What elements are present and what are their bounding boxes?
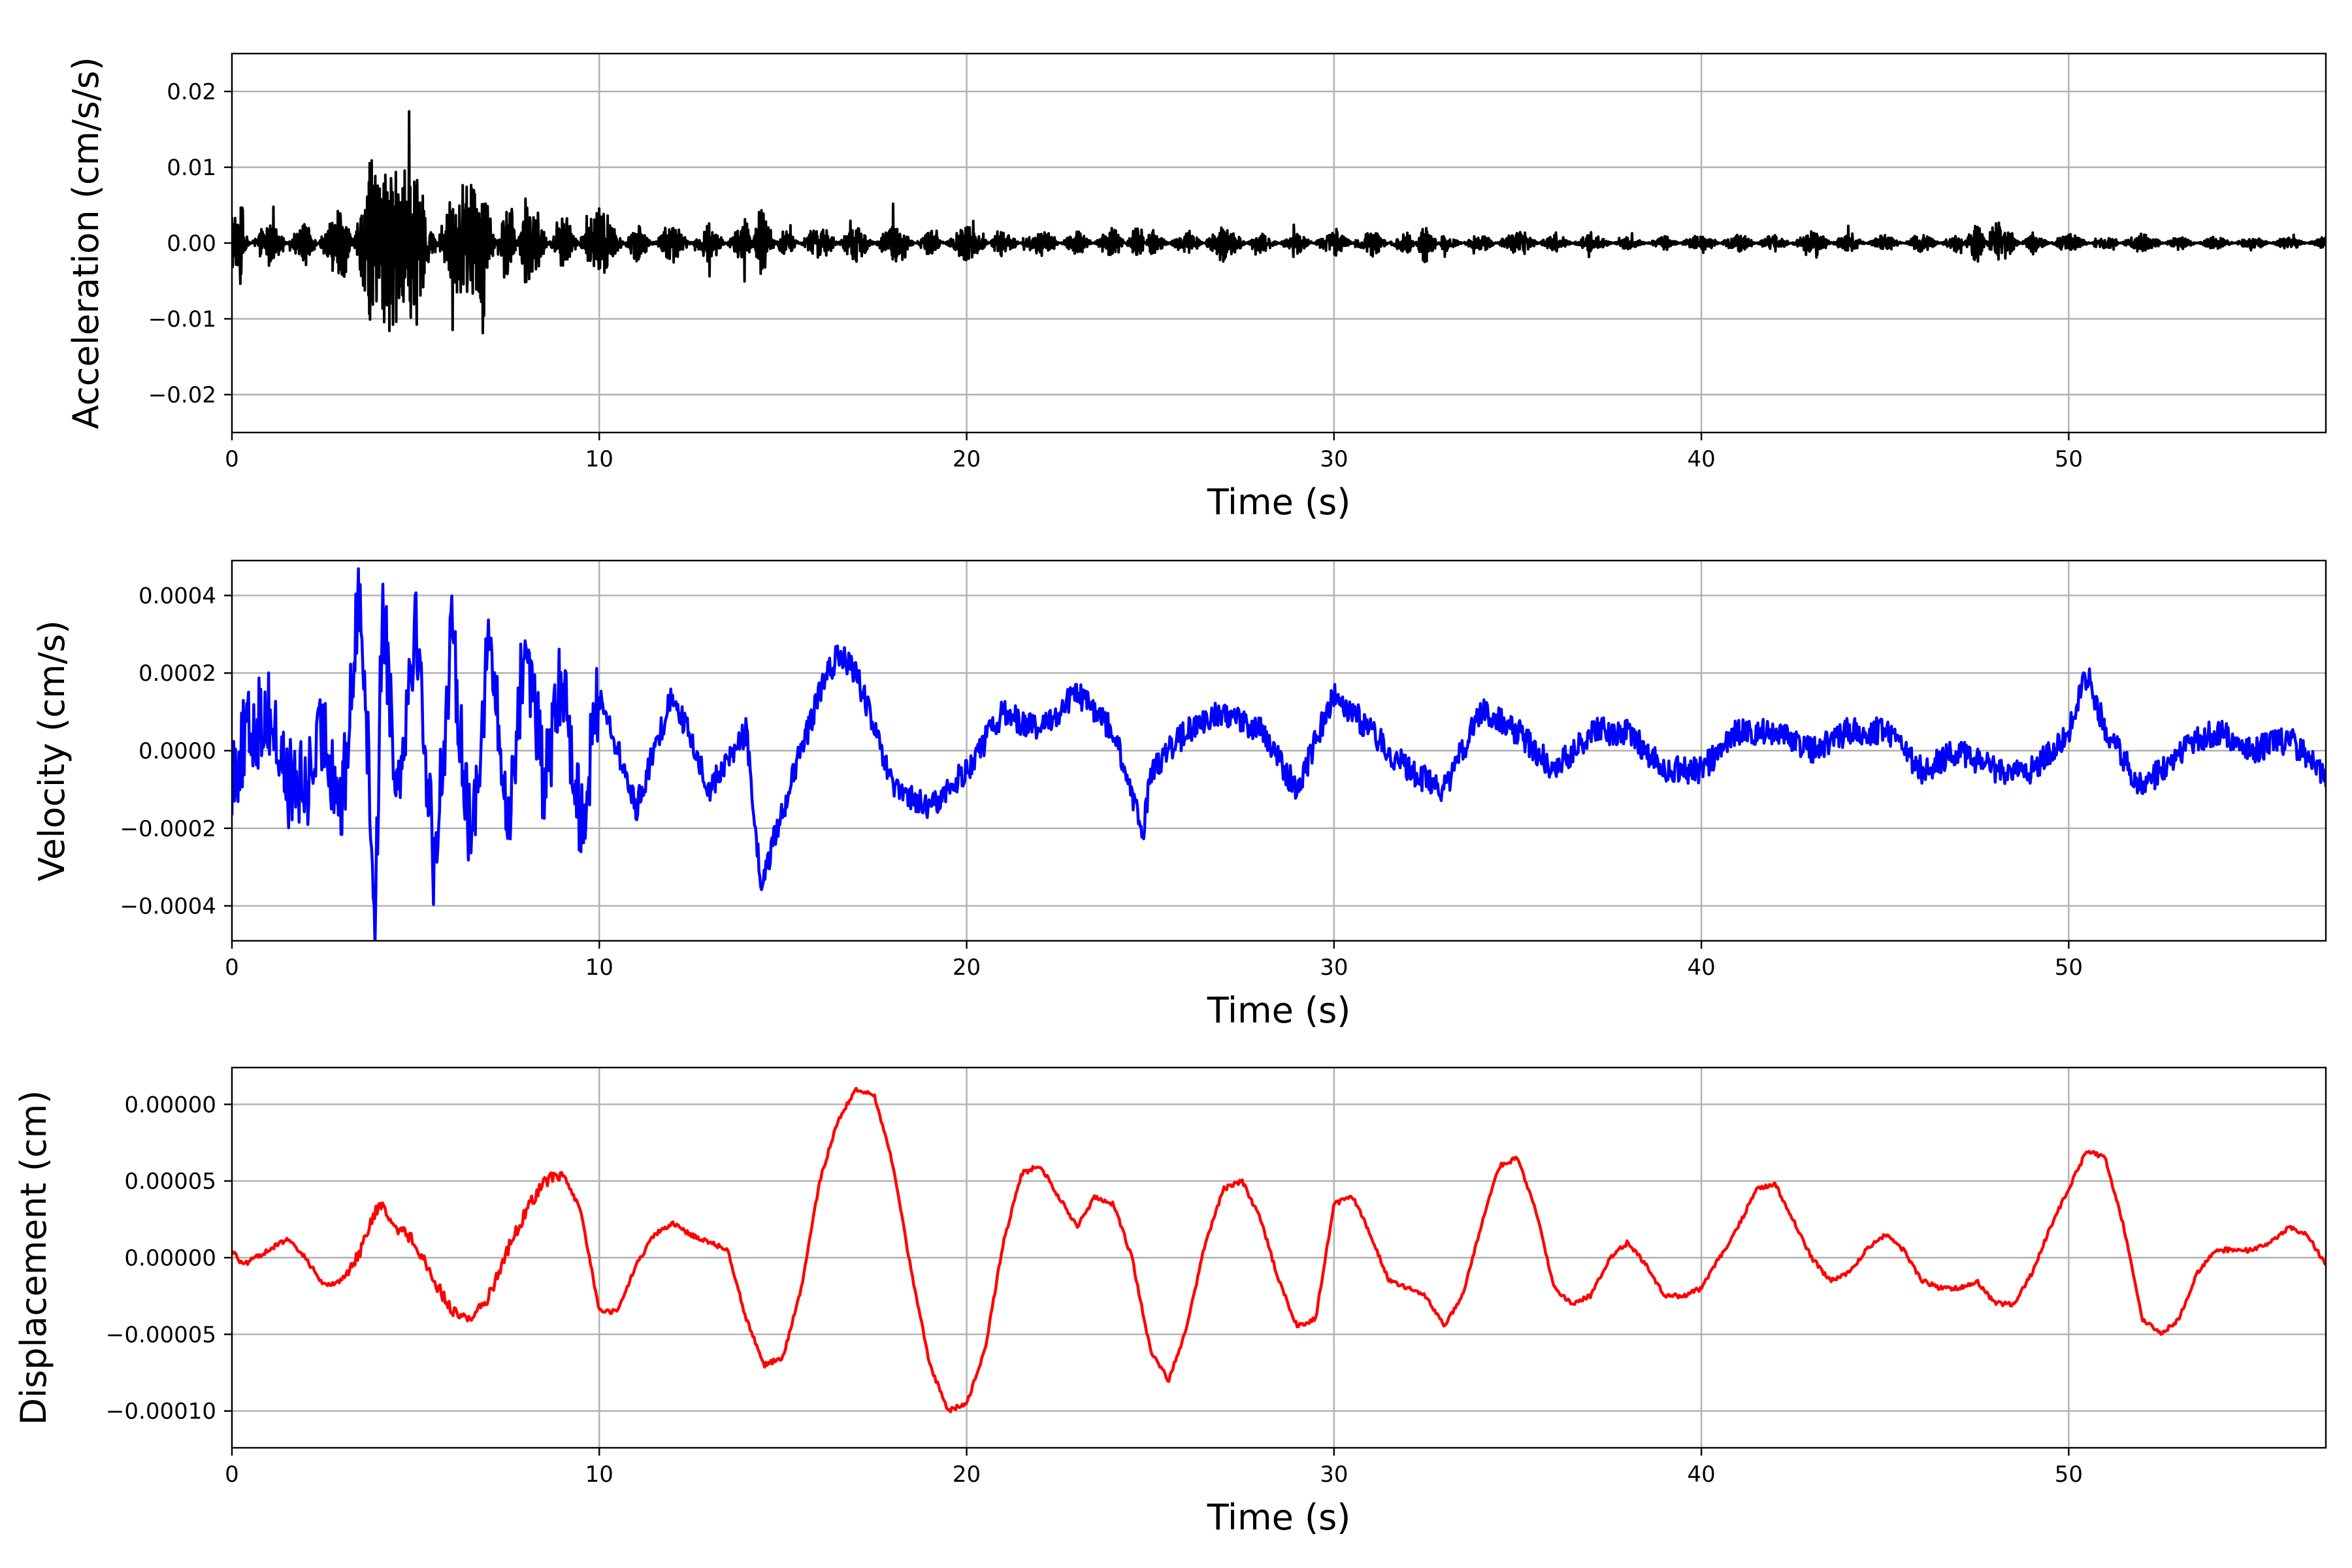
- x-tick-label: 0: [225, 955, 239, 981]
- x-tick-label: 10: [585, 955, 613, 981]
- x-tick-label: 20: [953, 446, 981, 472]
- x-tick-label: 30: [1320, 955, 1348, 981]
- x-tick-label: 10: [585, 446, 613, 472]
- x-axis-label: Time (s): [1207, 482, 1351, 523]
- y-tick-label: 0.01: [167, 155, 216, 181]
- y-tick-label: −0.01: [148, 306, 216, 333]
- x-tick-label: 50: [2055, 955, 2083, 981]
- y-tick-label: 0.0002: [139, 661, 216, 687]
- y-tick-label: 0.00005: [124, 1169, 216, 1195]
- x-tick-label: 40: [1687, 1462, 1715, 1488]
- x-tick-label: 30: [1320, 446, 1348, 472]
- x-tick-label: 20: [953, 1462, 981, 1488]
- series-line-acceleration: [232, 110, 2326, 335]
- panel-displacement: 0 10 20 30 40 50 −0.00010 −0.00005 0.00000 0.0000…: [13, 1066, 2327, 1538]
- x-tick-label: 50: [2055, 1462, 2083, 1488]
- panels: 0 10 20 30 40 50 −0.02 −0.01 0.00 0.01 0.02 Time (s…: [13, 52, 2327, 1538]
- series-line-displacement: [232, 1086, 2326, 1414]
- y-tick-label: 0.00000: [124, 1092, 216, 1118]
- x-tick-label: 50: [2055, 446, 2083, 472]
- y-tick-label: 0.02: [167, 79, 216, 105]
- y-tick-label: 0.0000: [139, 738, 216, 764]
- y-tick-label: 0.0004: [139, 583, 216, 609]
- y-axis-label: Velocity (cm/s): [31, 620, 73, 881]
- x-tick-label: 20: [953, 955, 981, 981]
- x-tick-label: 40: [1687, 446, 1715, 472]
- y-tick-label: 0.00: [167, 231, 216, 257]
- y-axis-label: Displacement (cm): [13, 1090, 54, 1426]
- x-axis-label: Time (s): [1207, 1497, 1351, 1538]
- y-tick-label: −0.0004: [120, 894, 216, 920]
- y-axis-label: Acceleration (cm/s/s): [65, 57, 106, 429]
- panel-acceleration: 0 10 20 30 40 50 −0.02 −0.01 0.00 0.01 0.02 Time (s…: [65, 52, 2327, 523]
- y-tick-label: −0.00005: [106, 1322, 216, 1348]
- x-tick-label: 0: [225, 446, 239, 472]
- y-tick-label: 0.00000: [124, 1245, 216, 1271]
- x-tick-label: 0: [225, 1462, 239, 1488]
- x-tick-label: 10: [585, 1462, 613, 1488]
- y-tick-label: −0.00010: [106, 1399, 216, 1425]
- x-tick-label: 40: [1687, 955, 1715, 981]
- panel-velocity: 0 10 20 30 40 50 −0.0004 −0.0002 0.0000 0.0002 0.0…: [31, 559, 2327, 1031]
- x-axis-label: Time (s): [1207, 990, 1351, 1031]
- y-tick-label: −0.0002: [120, 816, 216, 842]
- series-line-velocity: [232, 567, 2326, 941]
- y-tick-label: −0.02: [148, 382, 216, 408]
- x-tick-label: 30: [1320, 1462, 1348, 1488]
